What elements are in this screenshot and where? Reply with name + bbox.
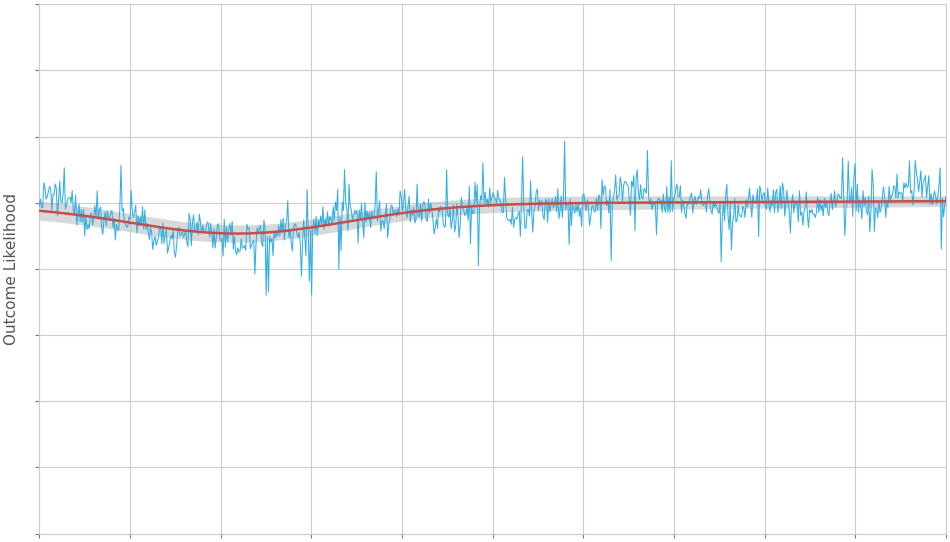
Y-axis label: Outcome Likelihood: Outcome Likelihood [4, 193, 19, 345]
